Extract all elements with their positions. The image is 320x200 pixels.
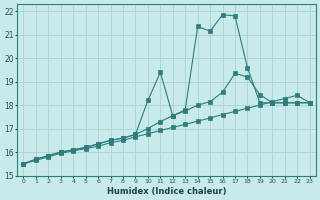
X-axis label: Humidex (Indice chaleur): Humidex (Indice chaleur) — [107, 187, 226, 196]
